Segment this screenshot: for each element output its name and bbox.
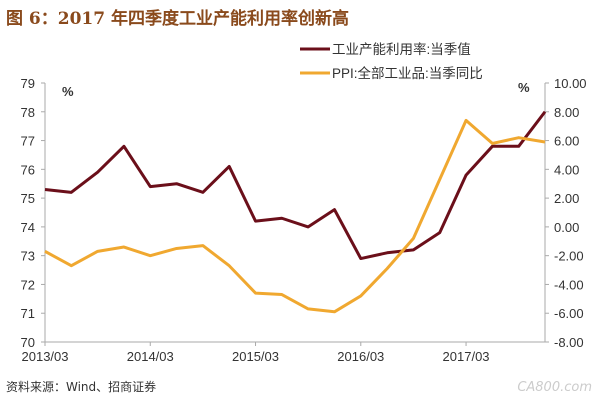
x-tick-label: 2016/03 (337, 349, 384, 364)
right-tick-label: 10.00 (554, 76, 587, 91)
x-tick-label: 2013/03 (22, 349, 69, 364)
watermark: CA800.com (517, 380, 592, 395)
left-tick-label: 79 (21, 76, 35, 91)
left-tick-label: 78 (21, 105, 35, 120)
x-tick-label: 2015/03 (232, 349, 279, 364)
left-axis-unit: % (62, 84, 74, 99)
right-tick-label: -6.00 (554, 306, 584, 321)
x-tick-label: 2014/03 (127, 349, 174, 364)
legend-label-1: 工业产能利用率:当季值 (332, 41, 471, 57)
left-tick-label: 76 (21, 162, 35, 177)
series-line-2 (44, 118, 546, 314)
left-tick-label: 73 (21, 249, 35, 264)
left-tick-label: 71 (21, 306, 35, 321)
series-line-1 (44, 110, 547, 261)
source-note: 资料来源：Wind、招商证券 (6, 380, 157, 394)
x-tick-label: 2017/03 (443, 349, 490, 364)
right-tick-label: 8.00 (554, 105, 579, 120)
right-tick-label: -8.00 (554, 335, 584, 350)
right-tick-label: 0.00 (554, 220, 579, 235)
left-tick-label: 74 (21, 220, 35, 235)
right-tick-label: 6.00 (554, 134, 579, 149)
right-tick-label: -2.00 (554, 249, 584, 264)
chart-title: 图 6：2017 年四季度工业产能利用率创新高 (6, 9, 349, 29)
legend-label-2: PPI:全部工业品:当季同比 (332, 65, 483, 81)
right-tick-label: 4.00 (554, 162, 579, 177)
right-tick-label: -4.00 (554, 277, 584, 292)
left-tick-label: 77 (21, 134, 35, 149)
left-tick-label: 72 (21, 277, 35, 292)
left-tick-label: 70 (21, 335, 35, 350)
right-tick-label: 2.00 (554, 191, 579, 206)
right-axis-unit: % (518, 80, 530, 95)
left-tick-label: 75 (21, 191, 35, 206)
